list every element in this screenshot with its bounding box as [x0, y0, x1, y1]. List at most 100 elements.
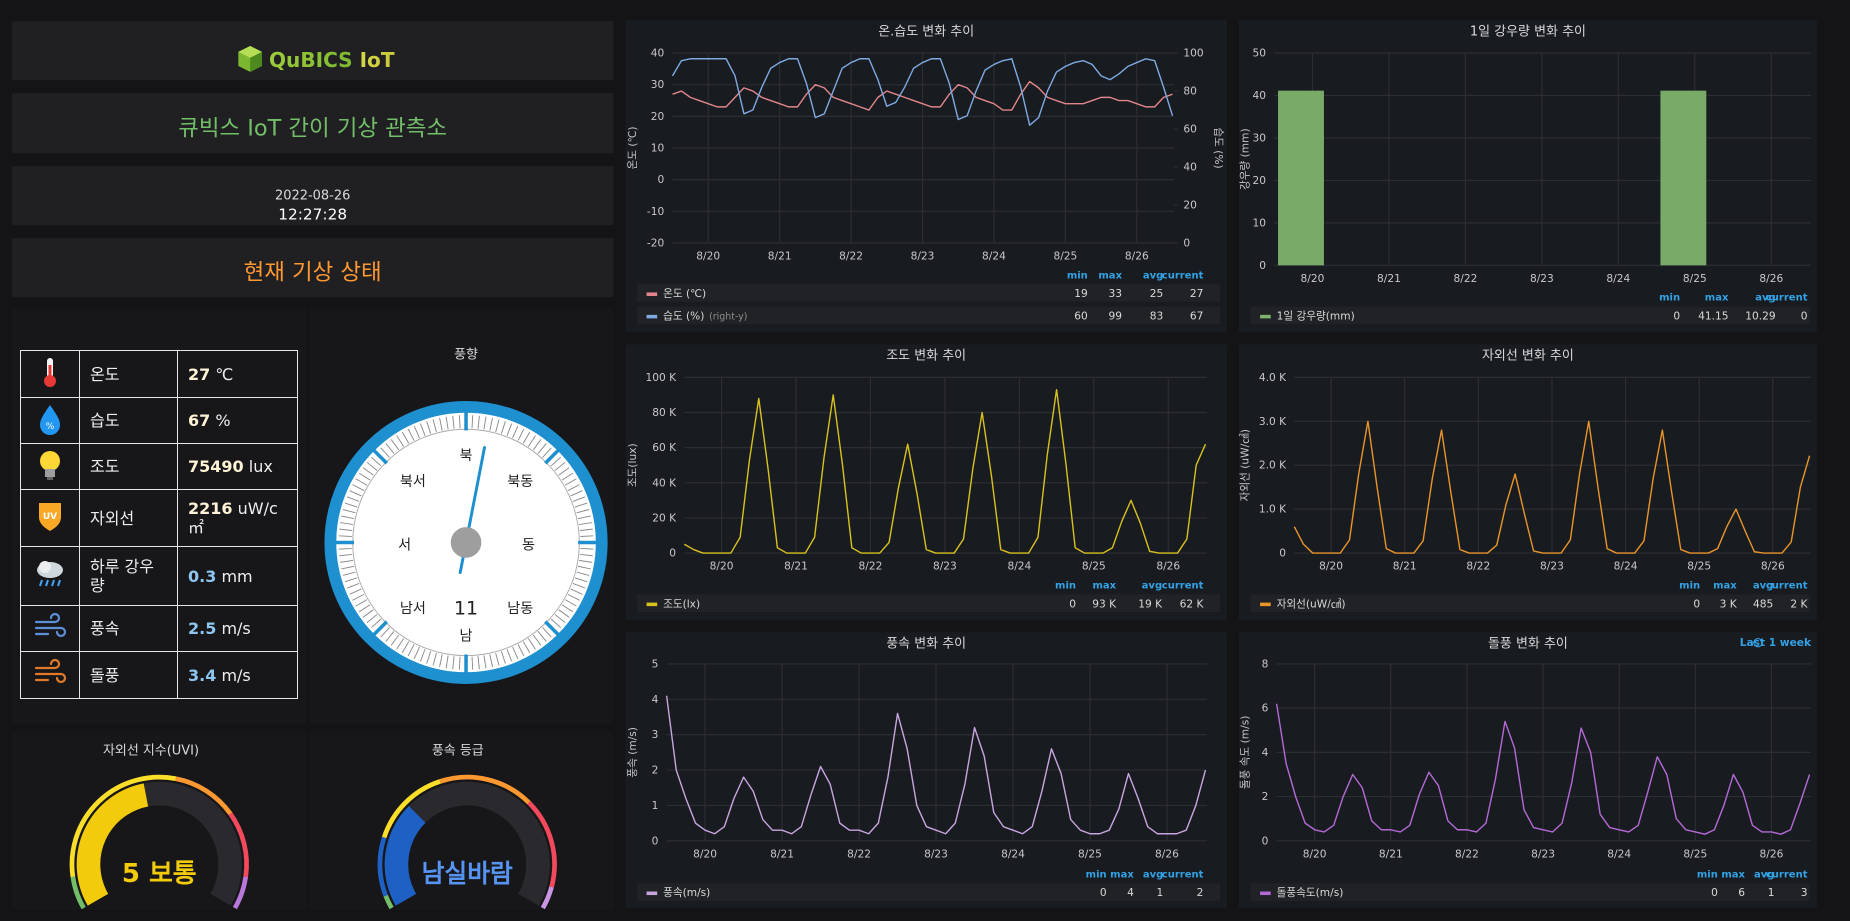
uvi-title: 자외선 지수(UVI)	[103, 744, 199, 759]
row-label: 돌풍	[79, 651, 178, 699]
compass-minor-tick	[512, 646, 519, 659]
compass-minor-tick	[579, 559, 592, 563]
y2-tick-label: 20	[1183, 198, 1197, 211]
bulb-icon	[40, 450, 60, 480]
compass-minor-tick	[579, 522, 592, 526]
legend-stat: 27	[1190, 287, 1204, 300]
compass-minor-tick	[483, 655, 487, 669]
y-axis-label: 온도 (℃)	[626, 126, 639, 169]
rain-icon	[37, 561, 63, 587]
compass-minor-tick	[396, 638, 405, 650]
legend-stat: 3 K	[1720, 597, 1738, 610]
legend-name: 자외선(uW/㎠)	[1277, 597, 1346, 610]
y-tick-label: 0	[669, 547, 676, 560]
legend-row	[637, 306, 1220, 325]
x-tick-label: 8/23	[933, 560, 957, 573]
legend-column-header: avg	[1755, 293, 1775, 304]
x-tick-label: 8/20	[693, 847, 717, 860]
legend-column-header: max	[1098, 270, 1122, 281]
compass-minor-tick	[342, 509, 356, 514]
y-axis-label: 조도(lux)	[626, 443, 639, 487]
y-tick-label: 10	[651, 142, 665, 155]
status-title: 현재 기상 상태	[244, 259, 382, 285]
row-value: 2.5	[188, 619, 217, 638]
compass-minor-tick	[554, 461, 566, 471]
y-tick-label: 8	[1262, 657, 1269, 670]
compass-minor-tick	[574, 577, 588, 583]
y2-tick-label: 80	[1183, 85, 1197, 98]
chart-title: 1일 강우량 변화 추이	[1470, 24, 1586, 39]
compass-minor-tick	[358, 604, 371, 613]
legend-column-header: max	[1092, 580, 1116, 591]
chart-panel	[1238, 344, 1817, 621]
x-tick-label: 8/25	[1687, 560, 1711, 573]
uv-icon: UV	[39, 503, 61, 531]
legend-column-header: current	[1766, 580, 1808, 591]
compass-minor-tick	[341, 565, 355, 570]
current-table: 온도 27 ℃ % 습도 67 % 조도 75490 lux UV 자외선 22…	[20, 350, 298, 699]
legend-stat: 1	[1768, 886, 1775, 899]
chart-panel	[1238, 632, 1817, 909]
compass-minor-tick	[517, 644, 525, 657]
compass-minor-tick	[346, 496, 360, 502]
compass-minor-tick	[445, 655, 449, 669]
gust-icon	[34, 658, 67, 684]
legend-stat: 19	[1074, 287, 1088, 300]
series-line	[1275, 703, 1811, 835]
compass-minor-tick	[419, 649, 426, 662]
x-tick-label: 8/20	[1319, 560, 1343, 573]
x-tick-label: 8/20	[1301, 272, 1325, 285]
y-tick-label: 4	[652, 693, 659, 706]
x-tick-label: 8/21	[770, 847, 794, 860]
compass-minor-tick	[561, 472, 574, 481]
y2-axis-label: 습도 (%)	[1212, 127, 1225, 168]
row-unit: ℃	[215, 364, 234, 384]
direction-label: 남	[460, 628, 473, 644]
compass-minor-tick	[574, 502, 588, 508]
x-tick-label: 8/22	[1455, 847, 1479, 860]
legend-column-header: current	[1162, 270, 1204, 281]
legend-stat: 4	[1127, 886, 1134, 899]
uvi-panel	[11, 731, 307, 911]
compass-minor-tick	[567, 593, 580, 601]
y-tick-label: 20	[1252, 174, 1266, 187]
time: 12:27:28	[278, 205, 347, 223]
compass-minor-tick	[339, 553, 353, 557]
compass-minor-tick	[352, 593, 365, 601]
compass-minor-tick	[532, 634, 542, 646]
gauge-fill	[76, 783, 149, 906]
x-tick-label: 8/25	[1053, 249, 1077, 262]
x-tick-label: 8/21	[1379, 847, 1403, 860]
y-tick-label: -10	[647, 205, 665, 218]
x-tick-label: 8/25	[1683, 847, 1707, 860]
legend-column-header: current	[1766, 293, 1808, 304]
chart-title: 자외선 변화 추이	[1482, 349, 1574, 364]
y-tick-label: 3.0 K	[1259, 415, 1287, 428]
gauge-threshold	[381, 779, 441, 839]
legend-row	[1250, 306, 1810, 325]
legend-column-header: current	[1766, 869, 1808, 880]
compass-minor-tick	[477, 656, 480, 670]
y-tick-label: 6	[1262, 702, 1269, 715]
row-label: 습도	[79, 397, 178, 444]
y-tick-label: 50	[1252, 47, 1266, 60]
y-tick-label: 0	[657, 173, 664, 186]
x-tick-label: 8/25	[1082, 560, 1106, 573]
row-value: 3.4	[188, 665, 217, 685]
row-label: 하루 강우량	[79, 546, 178, 606]
x-tick-label: 8/21	[784, 560, 808, 573]
compass-minor-tick	[483, 416, 487, 430]
legend-stat: 33	[1109, 287, 1123, 300]
compass-minor-tick	[355, 478, 368, 486]
wind-grade-panel	[309, 731, 614, 911]
compass-minor-tick	[458, 656, 461, 670]
row-unit: m/s	[221, 619, 251, 638]
y-tick-label: 20	[651, 110, 665, 123]
x-tick-label: 8/24	[1607, 847, 1631, 860]
row-unit: m/s	[221, 665, 251, 685]
compass-minor-tick	[366, 614, 378, 623]
compass-minor-tick	[577, 515, 591, 520]
direction-label: 북	[460, 448, 473, 464]
legend-stat: 3	[1801, 886, 1808, 899]
legend-column-header: current	[1162, 869, 1204, 880]
